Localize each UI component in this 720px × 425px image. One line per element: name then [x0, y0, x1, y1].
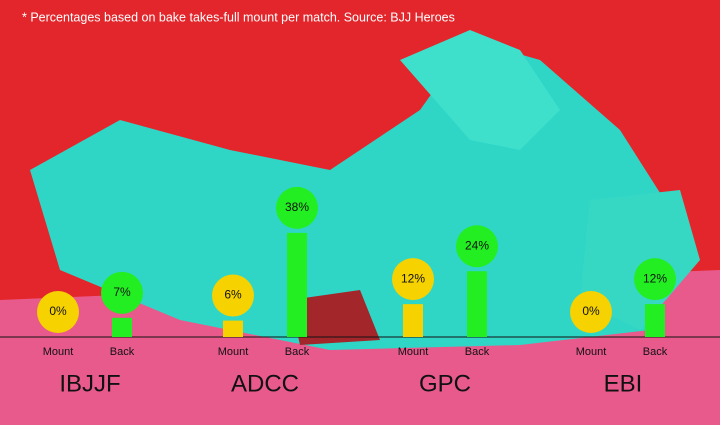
value-bubble — [634, 258, 676, 301]
value-bubble — [212, 274, 254, 317]
series-label: Back — [643, 346, 668, 358]
group-label: EBI — [604, 370, 643, 397]
value-bubble — [276, 186, 318, 229]
group-label: ADCC — [231, 370, 299, 397]
series-label: Back — [285, 346, 310, 358]
data-label: 12% — [401, 271, 425, 285]
series-label: Back — [465, 346, 490, 358]
data-label: 0% — [582, 304, 600, 318]
series-label: Mount — [576, 346, 607, 358]
data-label: 12% — [643, 271, 667, 285]
data-label: 0% — [49, 304, 67, 318]
data-label: 24% — [465, 238, 489, 252]
group-label: IBJJF — [59, 370, 120, 397]
value-bubble — [101, 271, 143, 314]
value-bubble — [392, 258, 434, 301]
series-label: Mount — [218, 346, 249, 358]
bar — [403, 304, 423, 337]
bar — [287, 232, 307, 337]
bar — [223, 320, 243, 337]
data-label: 38% — [285, 200, 309, 214]
series-label: Back — [110, 346, 135, 358]
data-label: 6% — [224, 288, 242, 302]
series-label: Mount — [43, 346, 74, 358]
value-bubble — [456, 225, 498, 268]
chart-note: * Percentages based on bake takes-full m… — [22, 10, 455, 24]
value-bubble — [570, 291, 612, 333]
bar — [645, 304, 665, 337]
value-bubble — [37, 291, 79, 333]
group-label: GPC — [419, 370, 471, 397]
series-label: Mount — [398, 346, 429, 358]
bar — [467, 271, 487, 337]
bar — [112, 317, 132, 337]
data-label: 7% — [113, 285, 131, 299]
